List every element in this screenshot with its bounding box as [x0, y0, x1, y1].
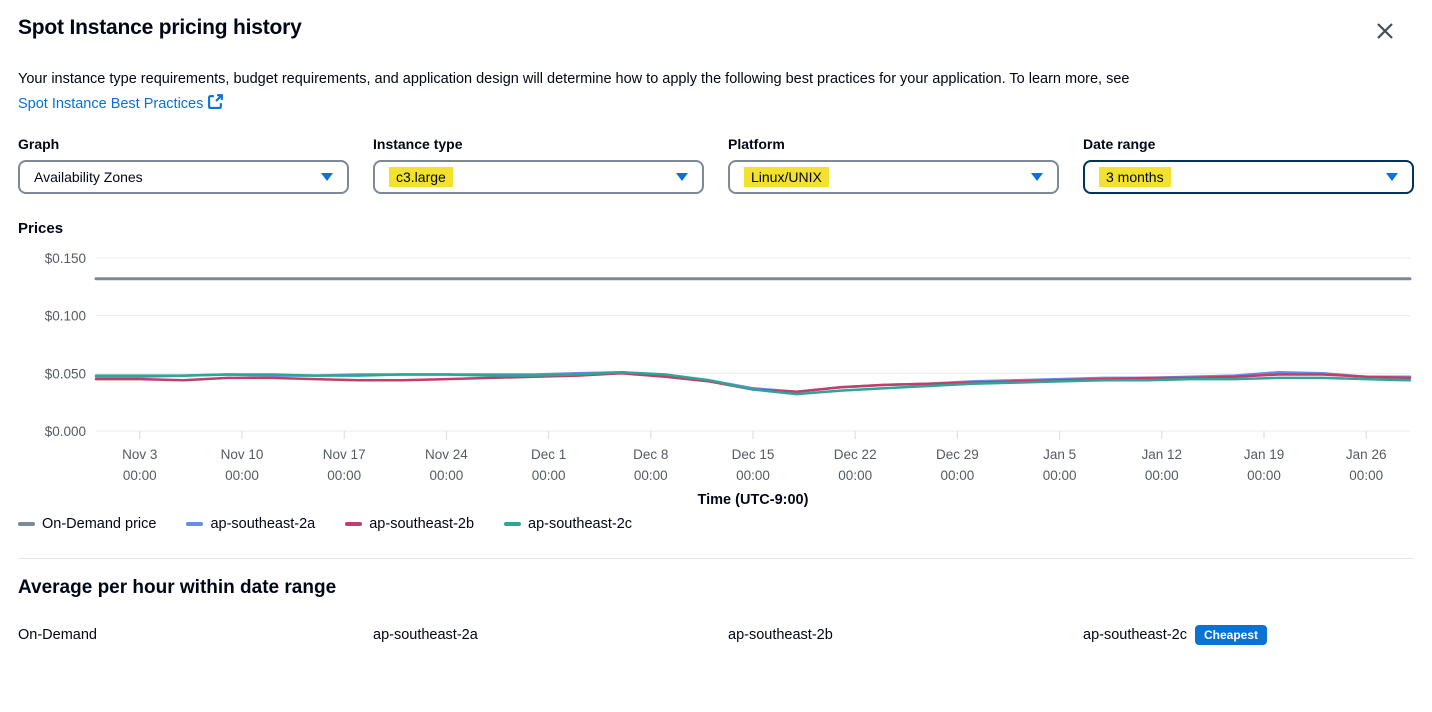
filter-platform: Platform Linux/UNIX	[728, 136, 1059, 195]
best-practices-link[interactable]: Spot Instance Best Practices	[18, 92, 224, 117]
y-tick-label: $0.150	[45, 251, 86, 266]
x-tick-time: 00:00	[430, 468, 464, 483]
graph-select[interactable]: Availability Zones	[18, 160, 349, 195]
filter-graph: Graph Availability Zones	[18, 136, 349, 195]
x-tick-date: Jan 19	[1244, 447, 1285, 462]
x-tick-time: 00:00	[736, 468, 770, 483]
average-item-label: ap-southeast-2b	[728, 627, 833, 644]
legend-label: ap-southeast-2c	[528, 516, 633, 533]
average-item-ap-southeast-2b: ap-southeast-2b	[728, 625, 1059, 645]
x-tick-date: Nov 3	[122, 447, 157, 462]
instance-type-label: Instance type	[373, 136, 463, 153]
average-item-label: ap-southeast-2c	[1083, 627, 1187, 644]
cheapest-badge: Cheapest	[1194, 625, 1268, 646]
x-tick-time: 00:00	[1145, 468, 1179, 483]
x-tick-time: 00:00	[1043, 468, 1077, 483]
x-tick-date: Nov 17	[323, 447, 366, 462]
price-chart: $0.150 $0.100 $0.050 $0.000 Nov 3 00:00 Nov 10…	[45, 251, 1412, 508]
x-tick-date: Jan 12	[1142, 447, 1183, 462]
legend-item-ap-southeast-2c[interactable]: ap-southeast-2c	[504, 516, 632, 532]
dialog-header: Spot Instance pricing history	[18, 14, 1414, 51]
x-tick-time: 00:00	[1349, 468, 1383, 483]
y-tick-label: $0.100	[45, 309, 86, 324]
x-tick-time: 00:00	[941, 468, 975, 483]
x-tick-date: Jan 5	[1043, 447, 1076, 462]
x-tick-date: Dec 15	[732, 447, 775, 462]
average-item-ap-southeast-2c: ap-southeast-2c Cheapest	[1083, 625, 1414, 646]
chart-legend: On-Demand price ap-southeast-2a ap-south…	[18, 516, 1414, 532]
section-divider	[18, 558, 1414, 560]
legend-swatch	[18, 522, 35, 527]
best-practices-link-label: Spot Instance Best Practices	[18, 95, 204, 112]
x-tick-date: Jan 26	[1346, 447, 1387, 462]
instance-type-select-value: c3.large	[389, 167, 453, 188]
price-chart-container: $0.150 $0.100 $0.050 $0.000 Nov 3 00:00 Nov 10…	[18, 241, 1414, 514]
filter-date-range: Date range 3 months	[1083, 136, 1414, 195]
x-tick-date: Dec 1	[531, 447, 566, 462]
page-title: Spot Instance pricing history	[18, 16, 302, 39]
legend-swatch	[345, 522, 363, 527]
close-icon	[1374, 23, 1396, 45]
y-tick-label: $0.000	[45, 424, 86, 439]
x-tick-date: Nov 10	[221, 447, 264, 462]
description: Your instance type requirements, budget …	[18, 67, 1414, 116]
description-text: Your instance type requirements, budget …	[18, 71, 1130, 87]
x-tick-time: 00:00	[327, 468, 361, 483]
average-item-label: ap-southeast-2a	[373, 627, 478, 644]
platform-select-value: Linux/UNIX	[744, 167, 829, 188]
x-tick-time: 00:00	[225, 468, 259, 483]
average-item-label: On-Demand	[18, 627, 97, 644]
filter-instance-type: Instance type c3.large	[373, 136, 704, 195]
legend-label: ap-southeast-2a	[210, 516, 316, 533]
average-item-ap-southeast-2a: ap-southeast-2a	[373, 625, 704, 645]
chart-title: Prices	[18, 220, 64, 238]
chevron-down-icon	[1386, 173, 1398, 182]
legend-item-ap-southeast-2b[interactable]: ap-southeast-2b	[345, 516, 474, 532]
instance-type-select[interactable]: c3.large	[373, 160, 704, 195]
close-button[interactable]	[1368, 14, 1402, 51]
filter-bar: Graph Availability Zones Instance type c…	[18, 136, 1414, 195]
spot-pricing-dialog: Spot Instance pricing history Your insta…	[18, 14, 1414, 646]
x-axis-title: Time (UTC-9:00)	[698, 492, 809, 508]
legend-item-on-demand[interactable]: On-Demand price	[18, 516, 156, 532]
series-line-ap-southeast-2c	[94, 371, 1412, 396]
chevron-down-icon	[321, 173, 333, 182]
x-tick-date: Nov 24	[425, 447, 468, 462]
average-item-on-demand: On-Demand	[18, 625, 349, 645]
x-tick-time: 00:00	[838, 468, 872, 483]
graph-select-value: Availability Zones	[34, 169, 143, 186]
platform-label: Platform	[728, 136, 785, 153]
x-tick-time: 00:00	[634, 468, 668, 483]
legend-swatch	[186, 522, 204, 527]
x-tick-date: Dec 8	[633, 447, 668, 462]
legend-item-ap-southeast-2a[interactable]: ap-southeast-2a	[186, 516, 315, 532]
x-tick-date: Dec 22	[834, 447, 877, 462]
legend-label: ap-southeast-2b	[369, 516, 475, 533]
legend-label: On-Demand price	[42, 516, 157, 533]
x-tick-time: 00:00	[123, 468, 157, 483]
chevron-down-icon	[676, 173, 688, 182]
x-tick-time: 00:00	[1247, 468, 1281, 483]
x-tick-time: 00:00	[532, 468, 566, 483]
date-range-select-value: 3 months	[1099, 167, 1171, 188]
external-link-icon	[207, 92, 224, 117]
chevron-down-icon	[1031, 173, 1043, 182]
date-range-label: Date range	[1083, 136, 1156, 153]
platform-select[interactable]: Linux/UNIX	[728, 160, 1059, 195]
date-range-select[interactable]: 3 months	[1083, 160, 1414, 195]
legend-swatch	[504, 522, 522, 527]
average-row: On-Demand ap-southeast-2a ap-southeast-2…	[18, 625, 1414, 646]
x-tick-date: Dec 29	[936, 447, 979, 462]
graph-label: Graph	[18, 136, 60, 153]
average-section-heading: Average per hour within date range	[18, 577, 337, 599]
y-tick-label: $0.050	[45, 367, 86, 382]
